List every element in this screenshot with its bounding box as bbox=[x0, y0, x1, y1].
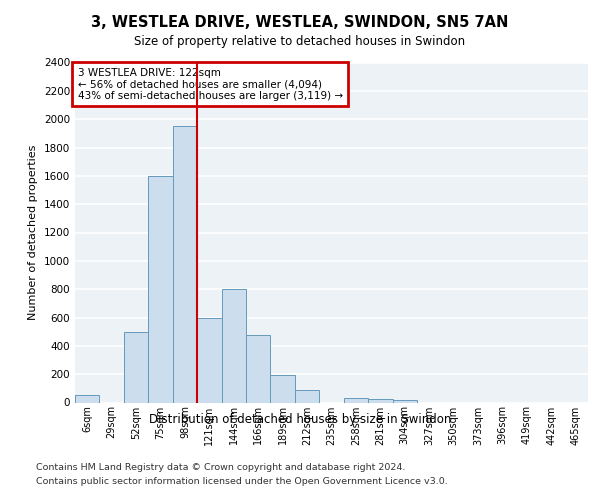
Text: Size of property relative to detached houses in Swindon: Size of property relative to detached ho… bbox=[134, 35, 466, 48]
Bar bbox=[368, 399, 392, 402]
Bar bbox=[221, 289, 246, 403]
Bar bbox=[392, 400, 417, 402]
Y-axis label: Number of detached properties: Number of detached properties bbox=[28, 145, 38, 320]
Bar bbox=[197, 318, 221, 402]
Bar bbox=[173, 126, 197, 402]
Bar bbox=[344, 398, 368, 402]
Bar bbox=[295, 390, 319, 402]
Text: Contains HM Land Registry data © Crown copyright and database right 2024.: Contains HM Land Registry data © Crown c… bbox=[36, 462, 406, 471]
Text: Contains public sector information licensed under the Open Government Licence v3: Contains public sector information licen… bbox=[36, 478, 448, 486]
Bar bbox=[124, 332, 148, 402]
Text: Distribution of detached houses by size in Swindon: Distribution of detached houses by size … bbox=[149, 412, 451, 426]
Bar bbox=[148, 176, 173, 402]
Text: 3 WESTLEA DRIVE: 122sqm
← 56% of detached houses are smaller (4,094)
43% of semi: 3 WESTLEA DRIVE: 122sqm ← 56% of detache… bbox=[77, 68, 343, 101]
Bar bbox=[75, 396, 100, 402]
Bar bbox=[246, 335, 271, 402]
Text: 3, WESTLEA DRIVE, WESTLEA, SWINDON, SN5 7AN: 3, WESTLEA DRIVE, WESTLEA, SWINDON, SN5 … bbox=[91, 15, 509, 30]
Bar bbox=[271, 375, 295, 402]
